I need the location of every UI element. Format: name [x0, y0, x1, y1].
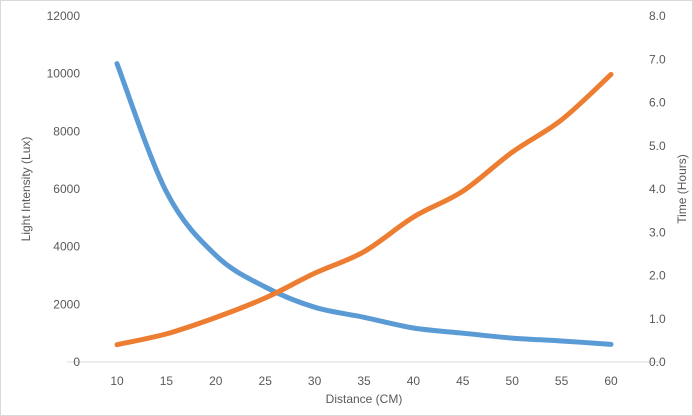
- x-tick-label: 10: [110, 374, 124, 388]
- y2-tick-label: 3.0: [649, 225, 666, 239]
- y2-tick-label: 0.0: [649, 355, 666, 369]
- y2-tick-label: 5.0: [649, 139, 666, 153]
- x-tick-label: 25: [259, 374, 273, 388]
- x-axis-ticks: 10 15 20 25 30 35 40 45 50 55 60: [110, 374, 618, 388]
- x-tick-label: 30: [308, 374, 322, 388]
- y2-tick-label: 8.0: [649, 9, 666, 23]
- series-layer: [114, 61, 614, 348]
- y-tick-label: 12000: [47, 9, 81, 23]
- y-axis-title: Light Intensity (Lux): [19, 137, 33, 242]
- x-tick-label: 60: [604, 374, 618, 388]
- x-tick-label: 45: [456, 374, 470, 388]
- x-tick-label: 40: [407, 374, 421, 388]
- x-tick-label: 15: [160, 374, 174, 388]
- y-tick-label: 2000: [53, 297, 80, 311]
- y2-tick-label: 1.0: [649, 312, 666, 326]
- y-tick-label: 6000: [53, 182, 80, 196]
- x-tick-label: 55: [555, 374, 569, 388]
- y2-tick-label: 7.0: [649, 52, 666, 66]
- y2-tick-label: 4.0: [649, 182, 666, 196]
- y2-tick-label: 2.0: [649, 269, 666, 283]
- y-tick-label: 10000: [47, 67, 81, 81]
- x-tick-label: 35: [357, 374, 371, 388]
- light-intensity-series-line: [114, 61, 614, 347]
- y-axis-ticks: 0 2000 4000 6000 8000 10000 12000: [47, 9, 81, 369]
- y-tick-label: 4000: [53, 240, 80, 254]
- y2-axis-title: Time (Hours): [675, 154, 689, 224]
- x-tick-label: 50: [506, 374, 520, 388]
- x-tick-label: 20: [209, 374, 223, 388]
- x-axis-title: Distance (CM): [326, 392, 403, 406]
- y-tick-label: 8000: [53, 124, 80, 138]
- y2-tick-label: 6.0: [649, 96, 666, 110]
- time-series-line: [114, 71, 614, 348]
- y-tick-label: 0: [73, 355, 80, 369]
- y2-axis-ticks: 0.0 1.0 2.0 3.0 4.0 5.0 6.0 7.0 8.0: [649, 9, 666, 369]
